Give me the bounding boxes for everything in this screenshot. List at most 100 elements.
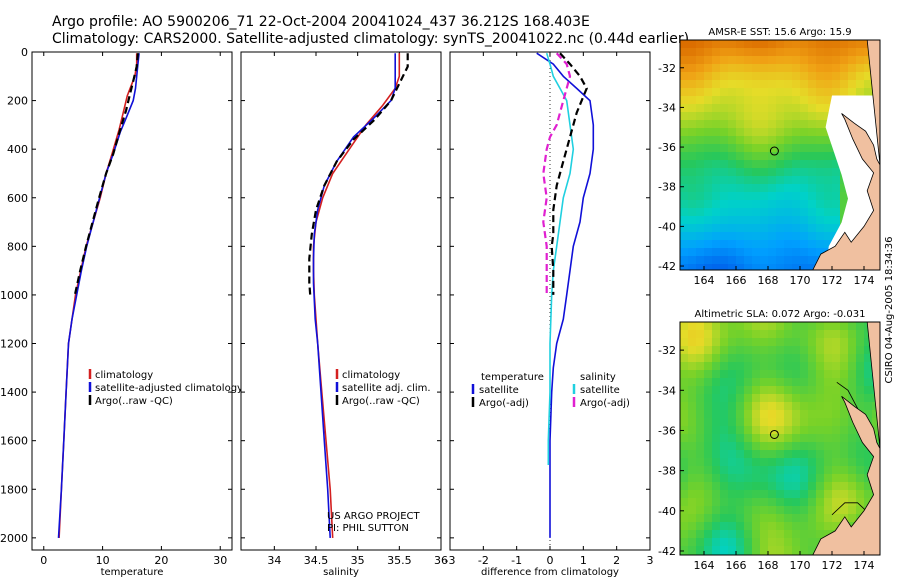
map-cell: [752, 394, 760, 402]
map-cell: [688, 240, 696, 248]
map-cell: [744, 176, 752, 184]
map-cell: [800, 104, 808, 112]
map-cell: [720, 362, 728, 370]
map-cell: [808, 160, 816, 168]
map-cell: [808, 104, 816, 112]
map-cell: [856, 378, 864, 386]
map-cell: [792, 362, 800, 370]
map-cell: [736, 160, 744, 168]
map-cell: [696, 546, 704, 554]
map-cell: [744, 386, 752, 394]
y-tick-label: 800: [7, 240, 28, 253]
map-cell: [680, 418, 688, 426]
map-cell: [752, 386, 760, 394]
map-cell: [824, 144, 832, 152]
map-cell: [736, 386, 744, 394]
map-cell: [728, 482, 736, 490]
map-cell: [728, 474, 736, 482]
map-cell: [760, 442, 768, 450]
map-cell: [848, 48, 856, 56]
map-cell: [712, 322, 720, 330]
map-cell: [864, 394, 872, 402]
map-cell: [792, 386, 800, 394]
map-cell: [864, 354, 872, 362]
map-cell: [752, 96, 760, 104]
map-cell: [776, 208, 784, 216]
map-cell: [792, 490, 800, 498]
map-cell: [712, 104, 720, 112]
map-cell: [832, 160, 840, 168]
map-cell: [704, 136, 712, 144]
map-cell: [680, 104, 688, 112]
map-cell: [776, 458, 784, 466]
map-cell: [752, 362, 760, 370]
map-cell: [784, 490, 792, 498]
map-cell: [832, 40, 840, 48]
map-cell: [680, 112, 688, 120]
map-cell: [736, 128, 744, 136]
map-cell: [824, 346, 832, 354]
map-cell: [824, 322, 832, 330]
map-cell: [824, 450, 832, 458]
map-cell: [776, 120, 784, 128]
map-cell: [816, 160, 824, 168]
map-cell: [848, 434, 856, 442]
map-cell: [728, 120, 736, 128]
map-cell: [776, 322, 784, 330]
map-cell: [696, 120, 704, 128]
map-cell: [680, 256, 688, 264]
map-cell: [816, 386, 824, 394]
map-cell: [696, 394, 704, 402]
map-cell: [792, 514, 800, 522]
map-cell: [816, 80, 824, 88]
map-cell: [704, 474, 712, 482]
map-cell: [808, 168, 816, 176]
map-cell: [728, 530, 736, 538]
map-cell: [720, 40, 728, 48]
map-cell: [792, 176, 800, 184]
map-cell: [752, 136, 760, 144]
map-cell: [744, 224, 752, 232]
map-cell: [816, 450, 824, 458]
map-cell: [792, 418, 800, 426]
map-cell: [696, 362, 704, 370]
map-cell: [824, 56, 832, 64]
map-cell: [808, 450, 816, 458]
map-cell: [728, 330, 736, 338]
map-cell: [728, 362, 736, 370]
map-cell: [784, 224, 792, 232]
map-cell: [760, 474, 768, 482]
map-cell: [832, 418, 840, 426]
map-cell: [752, 128, 760, 136]
map-cell: [720, 104, 728, 112]
map-cell: [760, 514, 768, 522]
map-cell: [736, 450, 744, 458]
map-cell: [816, 394, 824, 402]
map-cell: [840, 322, 848, 330]
map-cell: [752, 354, 760, 362]
map-cell: [784, 522, 792, 530]
map-cell: [688, 208, 696, 216]
map-cell: [840, 354, 848, 362]
map-cell: [712, 538, 720, 546]
map-cell: [800, 128, 808, 136]
map-cell: [736, 482, 744, 490]
map-cell: [776, 104, 784, 112]
map-cell: [720, 426, 728, 434]
map-cell: [680, 450, 688, 458]
map-cell: [776, 48, 784, 56]
map-cell: [840, 458, 848, 466]
map-cell: [840, 498, 848, 506]
map-cell: [704, 112, 712, 120]
map-cell: [728, 490, 736, 498]
map-cell: [848, 458, 856, 466]
map-cell: [696, 522, 704, 530]
map-cell: [744, 490, 752, 498]
map-cell: [784, 538, 792, 546]
map-cell: [736, 418, 744, 426]
map-y-tick-label: -36: [658, 141, 676, 154]
map-cell: [832, 88, 840, 96]
map-cell: [824, 530, 832, 538]
map-cell: [824, 176, 832, 184]
map-cell: [720, 248, 728, 256]
